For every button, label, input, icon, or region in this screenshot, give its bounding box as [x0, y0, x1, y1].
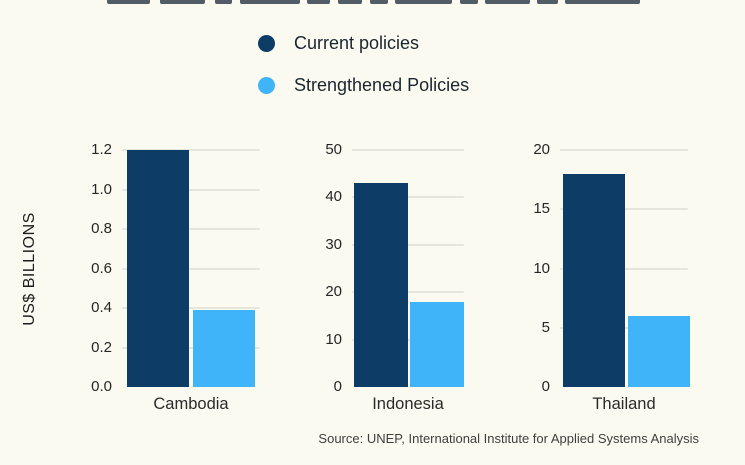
gridline	[352, 243, 464, 246]
gridline	[352, 196, 464, 199]
y-tick-label: 10	[325, 330, 342, 348]
gridline	[122, 188, 260, 191]
y-tick-label: 20	[533, 141, 550, 158]
legend-label-current-policies: Current policies	[294, 33, 420, 53]
y-tick-label: 50	[325, 141, 342, 158]
cropped-title-fragment	[537, 0, 558, 4]
y-tick-label: 0.6	[91, 259, 112, 277]
cropped-title-fragment	[307, 0, 330, 4]
gridline	[352, 338, 464, 341]
gridline	[122, 267, 260, 270]
gridline	[122, 149, 260, 151]
strengthened-policies-bar-indonesia	[410, 301, 464, 387]
strengthened-policies-bar-cambodia	[193, 309, 255, 387]
category-label-thailand: Thailand	[592, 395, 656, 413]
cropped-title-fragment	[338, 0, 362, 4]
y-tick-label: 0.4	[91, 299, 112, 316]
cropped-title-fragment	[215, 0, 232, 4]
y-tick-label: 0.0	[91, 378, 112, 395]
gridline	[122, 228, 260, 230]
current-policies-bar-thailand	[563, 173, 625, 387]
y-tick-label: 10	[533, 259, 550, 277]
cropped-title-fragment	[160, 0, 205, 4]
cropped-title-fragment	[370, 0, 388, 4]
y-tick-label: 0	[541, 378, 550, 395]
y-tick-label: 1.0	[91, 180, 112, 198]
source-note: Source: UNEP, International Institute fo…	[318, 431, 699, 446]
gridline	[352, 291, 464, 294]
y-tick-label: 0	[333, 378, 342, 395]
y-tick-label: 30	[325, 235, 342, 253]
cropped-title-fragment	[240, 0, 300, 4]
cropped-title-fragment	[395, 0, 452, 4]
y-axis-title: US$ BILLIONS	[2, 150, 58, 387]
y-tick-label: 40	[325, 188, 342, 206]
legend-label-strengthened-policies: Strengthened Policies	[294, 75, 470, 95]
cropped-title-fragment	[565, 0, 640, 4]
legend-item-strengthened-policies: Strengthened Policies	[258, 75, 469, 95]
current-policies-bar-indonesia	[354, 183, 408, 387]
cropped-title-fragment	[460, 0, 478, 4]
y-tick-label: 20	[325, 283, 342, 301]
y-tick-label: 0.2	[91, 338, 112, 356]
bar-chart-indonesia	[352, 149, 464, 387]
cropped-title-fragment	[485, 0, 530, 4]
cropped-title	[0, 0, 745, 5]
y-tick-label: 5	[541, 318, 550, 336]
bar-chart-thailand	[560, 149, 690, 387]
legend-item-current-policies: Current policies	[258, 33, 469, 53]
gridline	[122, 307, 260, 309]
legend-swatch-strengthened-policies	[258, 76, 275, 94]
y-tick-label: 1.2	[91, 141, 112, 158]
y-tick-label: 0.8	[91, 220, 112, 237]
category-label-cambodia: Cambodia	[153, 395, 229, 413]
strengthened-policies-bar-thailand	[628, 315, 690, 387]
gridline	[122, 346, 260, 349]
bar-chart-cambodia	[122, 149, 260, 387]
gridline	[352, 149, 464, 151]
gridline	[560, 149, 688, 151]
y-axis-title-text: US$ BILLIONS	[21, 211, 39, 326]
y-tick-label: 15	[533, 200, 550, 218]
category-label-indonesia: Indonesia	[372, 395, 444, 413]
legend-swatch-current-policies	[258, 34, 275, 52]
current-policies-bar-cambodia	[127, 150, 189, 387]
legend: Current policies Strengthened Policies	[258, 33, 469, 95]
cropped-title-fragment	[107, 0, 150, 4]
